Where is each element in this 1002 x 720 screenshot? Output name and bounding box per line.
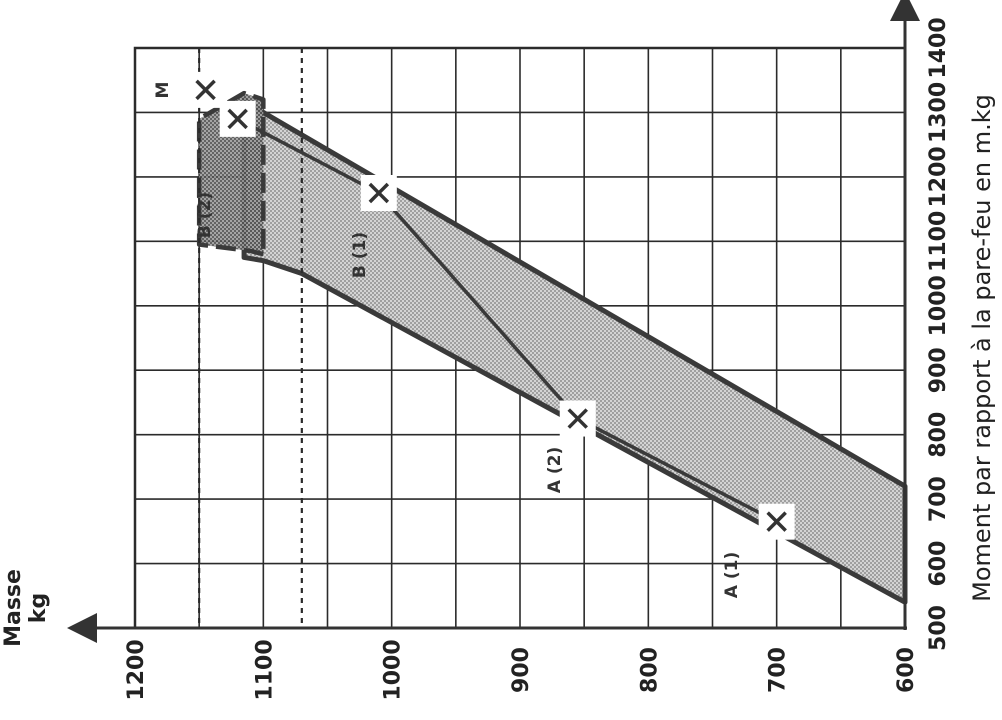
y-axis-title-line1: Masse xyxy=(1,569,26,647)
point-b1-mark-b xyxy=(368,182,390,204)
axes xyxy=(67,0,920,643)
annotations: A (1) A (2) B (1) B (2) M xyxy=(153,82,742,599)
moment-tick-1000: 1000 xyxy=(926,275,951,336)
mass-tick-900: 900 xyxy=(509,647,534,693)
annotation-m: M xyxy=(153,82,173,99)
mass-tick-600: 600 xyxy=(894,647,919,693)
annotation-b1: B (1) xyxy=(350,232,370,278)
moment-tick-600: 600 xyxy=(926,541,951,587)
loading-path-a xyxy=(576,417,778,524)
moment-tick-1300: 1300 xyxy=(926,82,951,143)
moment-tick-700: 700 xyxy=(926,476,951,522)
moment-tick-1400: 1400 xyxy=(926,17,951,78)
mass-tick-700: 700 xyxy=(766,647,791,693)
y-axis-title-line2: kg xyxy=(26,593,51,623)
x-axis-title: Moment par rapport à la pare-feu en m.kg xyxy=(968,94,996,602)
annotation-a1: A (1) xyxy=(722,552,742,598)
load-points xyxy=(187,71,795,540)
annotation-a2: A (2) xyxy=(545,447,565,493)
moment-tick-1100: 1100 xyxy=(926,211,951,272)
mass-tick-1200: 1200 xyxy=(124,639,149,700)
annotation-b2: B (2) xyxy=(195,192,215,238)
moment-tick-1200: 1200 xyxy=(926,146,951,207)
utility-category-boundary xyxy=(196,90,266,257)
moment-tick-800: 800 xyxy=(926,412,951,458)
mass-tick-800: 800 xyxy=(637,647,662,693)
tick-labels: 500 600 700 800 900 1000 1100 1200 1300 1400 600 70… xyxy=(124,17,951,700)
point-a1-mark-b xyxy=(766,511,787,532)
cg-envelopes xyxy=(196,90,908,605)
point-a2-mark-b xyxy=(567,408,588,429)
moment-tick-900: 900 xyxy=(926,347,951,393)
point-4-mark-b xyxy=(227,108,248,130)
point-m-mark-b xyxy=(195,79,216,101)
moment-tick-500: 500 xyxy=(926,605,951,651)
mass-tick-1000: 1000 xyxy=(381,639,406,700)
mass-tick-1100: 1100 xyxy=(252,639,277,700)
